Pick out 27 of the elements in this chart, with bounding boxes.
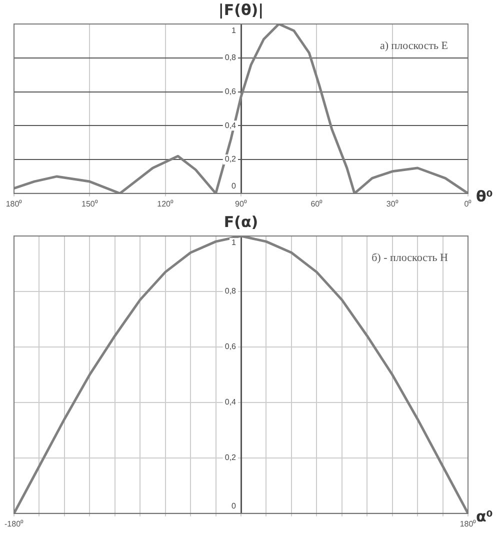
y-tick-label: 0,8 <box>224 53 237 62</box>
x-axis-title: α⁰ <box>476 507 493 526</box>
annotation: а) плоскость E <box>380 40 448 52</box>
y-tick-label: 0 <box>232 502 237 511</box>
y-tick-label: 0,4 <box>224 398 237 407</box>
y-tick-label: 0,6 <box>224 342 237 352</box>
y-tick-label: 0,6 <box>224 86 237 96</box>
y-tick-label: 0,2 <box>224 154 237 164</box>
x-tick-label: 120⁰ <box>157 199 174 208</box>
x-axis-title: θ⁰ <box>476 187 493 206</box>
y-tick-label: 0 <box>232 182 237 191</box>
y-tick-label: 0,4 <box>224 120 237 130</box>
x-tick-label: 60⁰ <box>310 199 323 208</box>
x-tick-label: 180⁰ <box>460 519 476 528</box>
x-tick-label: -180⁰ <box>4 519 24 528</box>
x-tick-label: 30⁰ <box>386 199 398 208</box>
annotation: б) - плоскость Н <box>372 252 448 264</box>
y-tick-label: 0,8 <box>224 286 237 296</box>
x-tick-label: 0⁰ <box>464 199 472 208</box>
y-tick-label: 1 <box>232 26 237 36</box>
y-tick-label: 0,2 <box>224 453 237 462</box>
x-tick-label: 180⁰ <box>6 199 22 208</box>
chart-title: F(α) <box>224 212 258 231</box>
x-tick-label: 90⁰ <box>235 199 247 208</box>
x-tick-label: 150⁰ <box>81 199 98 208</box>
y-tick-label: 1 <box>232 238 237 248</box>
chart-title: |F(θ)| <box>218 0 264 19</box>
